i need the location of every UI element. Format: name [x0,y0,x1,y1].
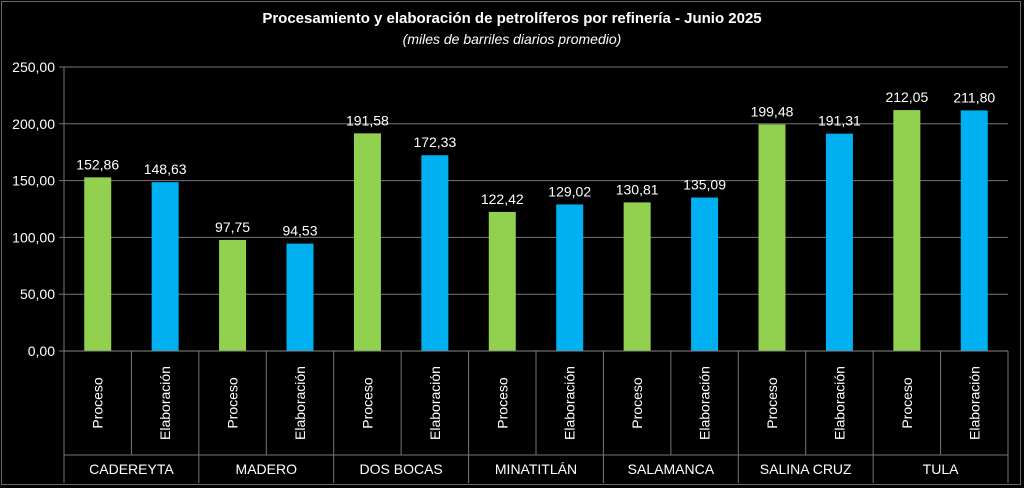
x-tick-label: Proceso [90,377,106,429]
bar [219,239,247,351]
x-tick-label: Elaboración [157,366,173,440]
x-tick-label: Proceso [764,377,780,429]
x-tick-label: Proceso [899,377,915,429]
x-tick-label: Proceso [359,377,375,429]
group-label: DOS BOCAS [360,461,443,477]
y-tick-label: 100,00 [12,229,55,245]
data-label: 212,05 [885,89,928,105]
group-label: SALAMANCA [628,461,715,477]
bar [286,243,314,351]
data-label: 199,48 [751,103,794,119]
y-tick-label: 250,00 [12,59,55,75]
data-label: 135,09 [683,177,726,193]
bar [556,204,584,351]
bar [488,211,516,351]
x-tick-label: Elaboración [831,366,847,440]
x-tick-label: Proceso [494,377,510,429]
y-tick-label: 200,00 [12,116,55,132]
group-label: TULA [923,461,959,477]
y-tick-label: 50,00 [20,286,55,302]
bar [623,202,651,351]
y-tick-label: 0,00 [28,343,55,359]
x-tick-label: Proceso [225,377,241,429]
data-label: 172,33 [413,134,456,150]
bar [353,133,381,351]
bar [421,155,449,351]
x-tick-label: Elaboración [292,366,308,440]
bar [84,177,112,351]
data-label: 148,63 [144,161,187,177]
group-label: SALINA CRUZ [760,461,852,477]
bar [758,124,786,351]
bar [691,197,719,351]
data-label: 130,81 [616,181,659,197]
chart-title: Procesamiento y elaboración de petrolífe… [262,10,762,27]
y-tick-label: 150,00 [12,173,55,189]
x-tick-label: Elaboración [562,366,578,440]
group-label: MINATITLÁN [495,461,577,477]
data-label: 152,86 [76,156,119,172]
x-tick-label: Proceso [629,377,645,429]
data-label: 97,75 [215,219,250,235]
group-label: MADERO [236,461,298,477]
x-tick-label: Elaboración [697,366,713,440]
x-tick-label: Elaboración [966,366,982,440]
data-label: 122,42 [481,191,524,207]
data-label: 191,31 [818,113,861,129]
chart-subtitle: (miles de barriles diarios promedio) [402,31,622,47]
data-label: 94,53 [282,223,317,239]
bar [151,182,179,351]
bar [825,133,853,351]
x-tick-label: Elaboración [427,366,443,440]
data-label: 211,80 [953,89,995,105]
data-label: 191,58 [346,112,389,128]
bar [893,110,921,351]
data-label: 129,02 [548,183,591,199]
bar [960,110,988,351]
group-label: CADEREYTA [89,461,174,477]
